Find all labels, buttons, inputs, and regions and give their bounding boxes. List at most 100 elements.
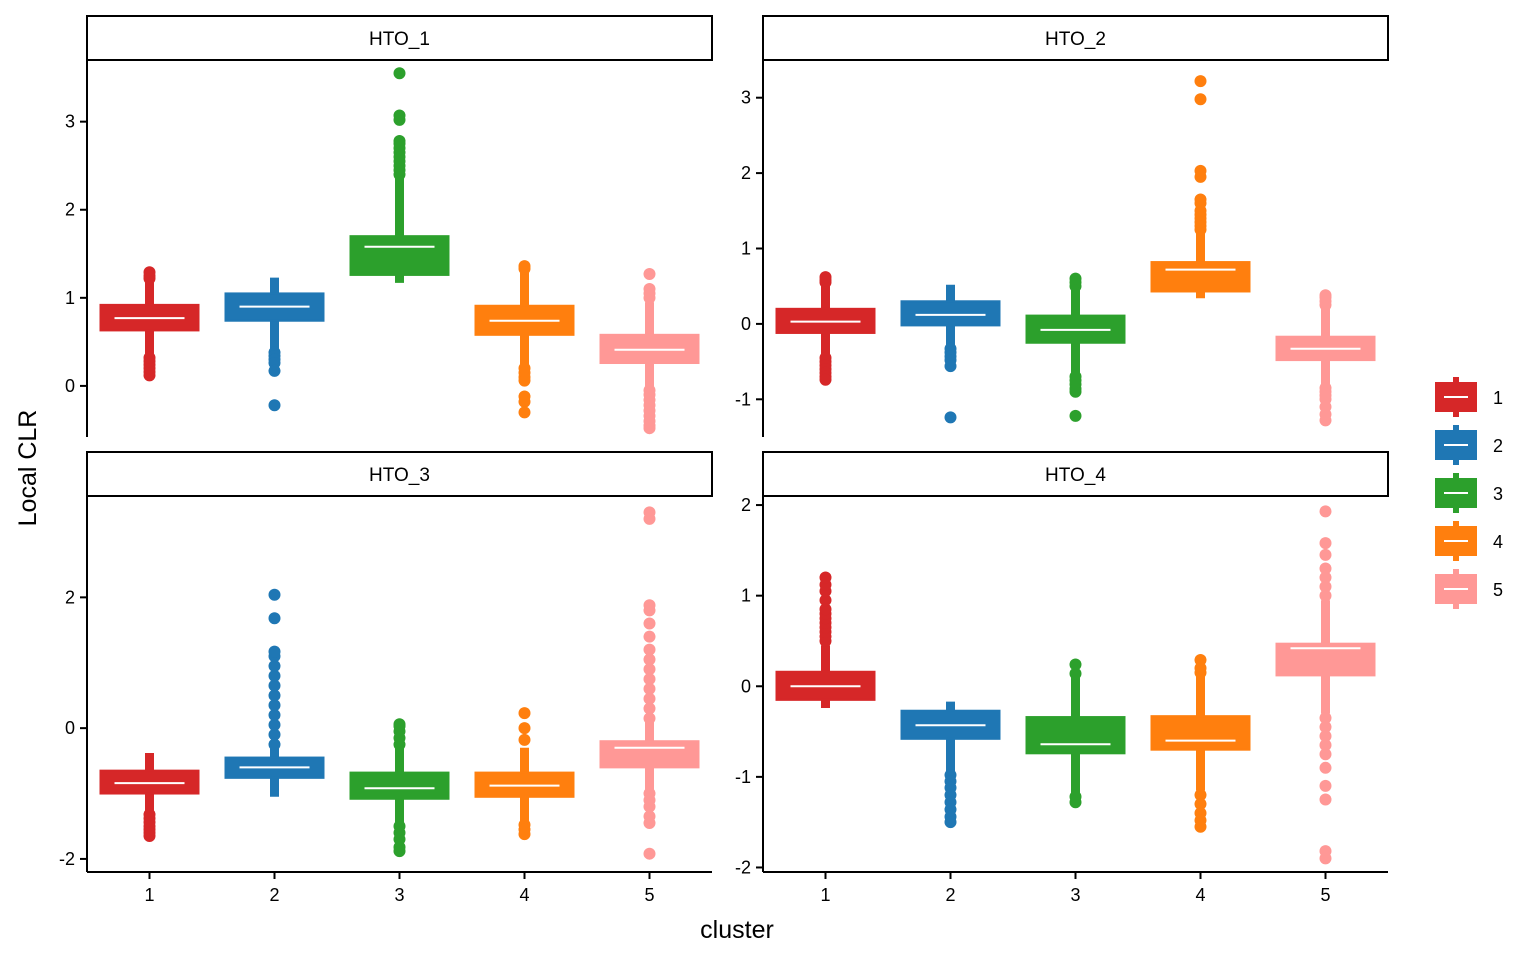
box-cluster-4 — [474, 707, 575, 841]
facet-strip — [86, 15, 713, 61]
outlier-point — [1319, 793, 1332, 806]
outlier-point — [393, 845, 406, 858]
x-tick-label: 4 — [1195, 885, 1205, 905]
box-cluster-5 — [599, 506, 700, 860]
outlier-point — [518, 828, 531, 841]
outlier-point — [1069, 796, 1082, 809]
legend-item-3: 3 — [1435, 473, 1503, 513]
box-cluster-1 — [99, 266, 200, 382]
legend-label: 2 — [1493, 436, 1503, 456]
outlier-point — [1319, 721, 1332, 734]
outlier-point — [643, 816, 656, 829]
box-cluster-2 — [900, 701, 1001, 829]
outlier-point — [268, 728, 281, 741]
outlier-point — [518, 395, 531, 408]
outlier-point — [1069, 409, 1082, 422]
outlier-point — [643, 268, 656, 281]
outlier-point — [268, 689, 281, 702]
box-cluster-3 — [349, 718, 450, 858]
y-tick-label: 2 — [65, 587, 75, 607]
box-cluster-1 — [775, 271, 876, 386]
outlier-point — [819, 271, 832, 284]
outlier-point — [1319, 537, 1332, 550]
legend-label: 3 — [1493, 484, 1503, 504]
legend-label: 5 — [1493, 580, 1503, 600]
legend-label: 1 — [1493, 388, 1503, 408]
outlier-point — [643, 506, 656, 519]
outlier-point — [1194, 93, 1207, 106]
box-cluster-3 — [1025, 272, 1126, 422]
outlier-point — [1319, 779, 1332, 792]
box-cluster-1 — [99, 752, 200, 843]
outlier-point — [268, 679, 281, 692]
outlier-point — [268, 660, 281, 673]
outlier-point — [643, 630, 656, 643]
outlier-point — [643, 663, 656, 676]
facet-strip — [762, 451, 1389, 497]
box-iqr — [349, 235, 450, 276]
box-iqr — [349, 771, 450, 800]
outlier-point — [819, 594, 832, 607]
outlier-point — [1319, 562, 1332, 575]
outlier-point — [643, 682, 656, 695]
outlier-point — [1194, 788, 1207, 801]
x-tick-label: 3 — [394, 885, 404, 905]
box-iqr — [900, 300, 1001, 327]
facet-panel-hto-4: HTO_4 -2 -1 0 1 2 1 2 3 4 5 — [735, 451, 1389, 905]
outlier-point — [393, 718, 406, 731]
legend-item-5: 5 — [1435, 569, 1503, 609]
box-cluster-3 — [1025, 658, 1126, 809]
x-tick-label: 3 — [1070, 885, 1080, 905]
y-tick-label: -1 — [735, 389, 751, 409]
y-tick-label: 3 — [65, 112, 75, 132]
outlier-point — [1319, 571, 1332, 584]
box-cluster-1 — [775, 571, 876, 709]
facet-strip-label: HTO_3 — [369, 465, 430, 486]
outlier-point — [1319, 730, 1332, 743]
box-cluster-5 — [1275, 289, 1376, 427]
facet-panel-hto-3: HTO_3 -2 0 2 1 2 3 4 5 — [59, 451, 713, 905]
outlier-point — [1069, 385, 1082, 398]
outlier-point — [393, 135, 406, 148]
box-cluster-4 — [474, 260, 575, 419]
box-iqr — [1025, 716, 1126, 755]
outlier-point — [1194, 193, 1207, 206]
outlier-point — [819, 571, 832, 584]
y-tick-label: 3 — [741, 88, 751, 108]
outlier-point — [1319, 589, 1332, 602]
outlier-point — [1194, 164, 1207, 177]
outlier-point — [518, 374, 531, 387]
box-iqr — [599, 740, 700, 769]
outlier-point — [1194, 798, 1207, 811]
outlier-point — [143, 272, 156, 285]
legend-item-2: 2 — [1435, 425, 1503, 465]
y-tick-label: -2 — [59, 849, 75, 869]
outlier-point — [1069, 667, 1082, 680]
outlier-point — [643, 283, 656, 296]
outlier-point — [1319, 505, 1332, 518]
y-tick-label: 1 — [741, 586, 751, 606]
outlier-point — [643, 643, 656, 656]
y-tick-label: 0 — [65, 718, 75, 738]
facet-strip-label: HTO_4 — [1045, 465, 1106, 486]
outlier-point — [1069, 658, 1082, 671]
outlier-point — [643, 712, 656, 725]
outlier-point — [1194, 653, 1207, 666]
outlier-point — [944, 360, 957, 373]
outlier-point — [643, 800, 656, 813]
outlier-point — [518, 406, 531, 419]
outlier-point — [643, 599, 656, 612]
outlier-point — [1319, 289, 1332, 302]
y-tick-label: 0 — [741, 314, 751, 334]
outlier-point — [518, 733, 531, 746]
y-tick-label: 1 — [65, 288, 75, 308]
y-axis-title: Local CLR — [14, 410, 42, 527]
box-iqr — [1150, 715, 1251, 751]
outlier-point — [268, 669, 281, 682]
outlier-point — [268, 738, 281, 751]
box-cluster-4 — [1150, 653, 1251, 833]
outlier-point — [268, 699, 281, 712]
outlier-point — [268, 709, 281, 722]
facet-panel-hto-2: HTO_2 -1 0 1 2 3 — [735, 15, 1389, 437]
outlier-point — [643, 422, 656, 435]
